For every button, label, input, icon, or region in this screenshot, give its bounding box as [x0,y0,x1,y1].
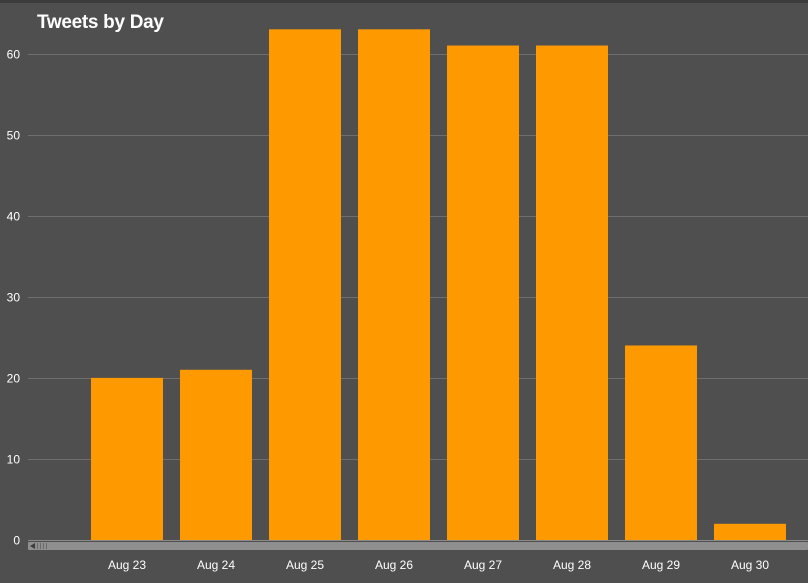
y-tick-label: 30 [7,291,21,305]
bar[interactable] [358,29,430,541]
bar[interactable] [269,29,341,541]
y-tick-label: 20 [7,372,21,386]
x-tick-label: Aug 23 [108,558,146,572]
x-tick-label: Aug 27 [464,558,502,572]
bar[interactable] [625,345,697,540]
horizontal-scrollbar[interactable] [28,542,808,550]
y-tick-label: 10 [7,453,21,467]
scroll-grip-icon[interactable] [37,543,47,549]
y-tick-label: 60 [7,48,21,62]
bar[interactable] [714,523,786,540]
y-tick-label: 50 [7,129,21,143]
x-axis-tick-labels: Aug 23 Aug 24 Aug 25 Aug 26 Aug 27 Aug 28 Aug … [108,558,769,572]
chart-top-edge [0,0,808,3]
bar[interactable] [447,45,519,540]
y-tick-label: 0 [13,534,20,548]
x-tick-label: Aug 25 [286,558,324,572]
x-tick-label: Aug 28 [553,558,591,572]
x-tick-label: Aug 24 [197,558,235,572]
x-tick-label: Aug 30 [731,558,769,572]
y-tick-label: 40 [7,210,21,224]
chart-title: Tweets by Day [37,12,164,33]
scroll-left-arrow-icon[interactable] [30,543,35,549]
x-tick-label: Aug 26 [375,558,413,572]
bar[interactable] [91,377,163,540]
x-tick-label: Aug 29 [642,558,680,572]
bars [91,29,786,541]
y-axis-tick-labels: 0 10 20 30 40 50 60 [7,48,21,548]
bar[interactable] [536,45,608,540]
bar[interactable] [180,369,252,540]
